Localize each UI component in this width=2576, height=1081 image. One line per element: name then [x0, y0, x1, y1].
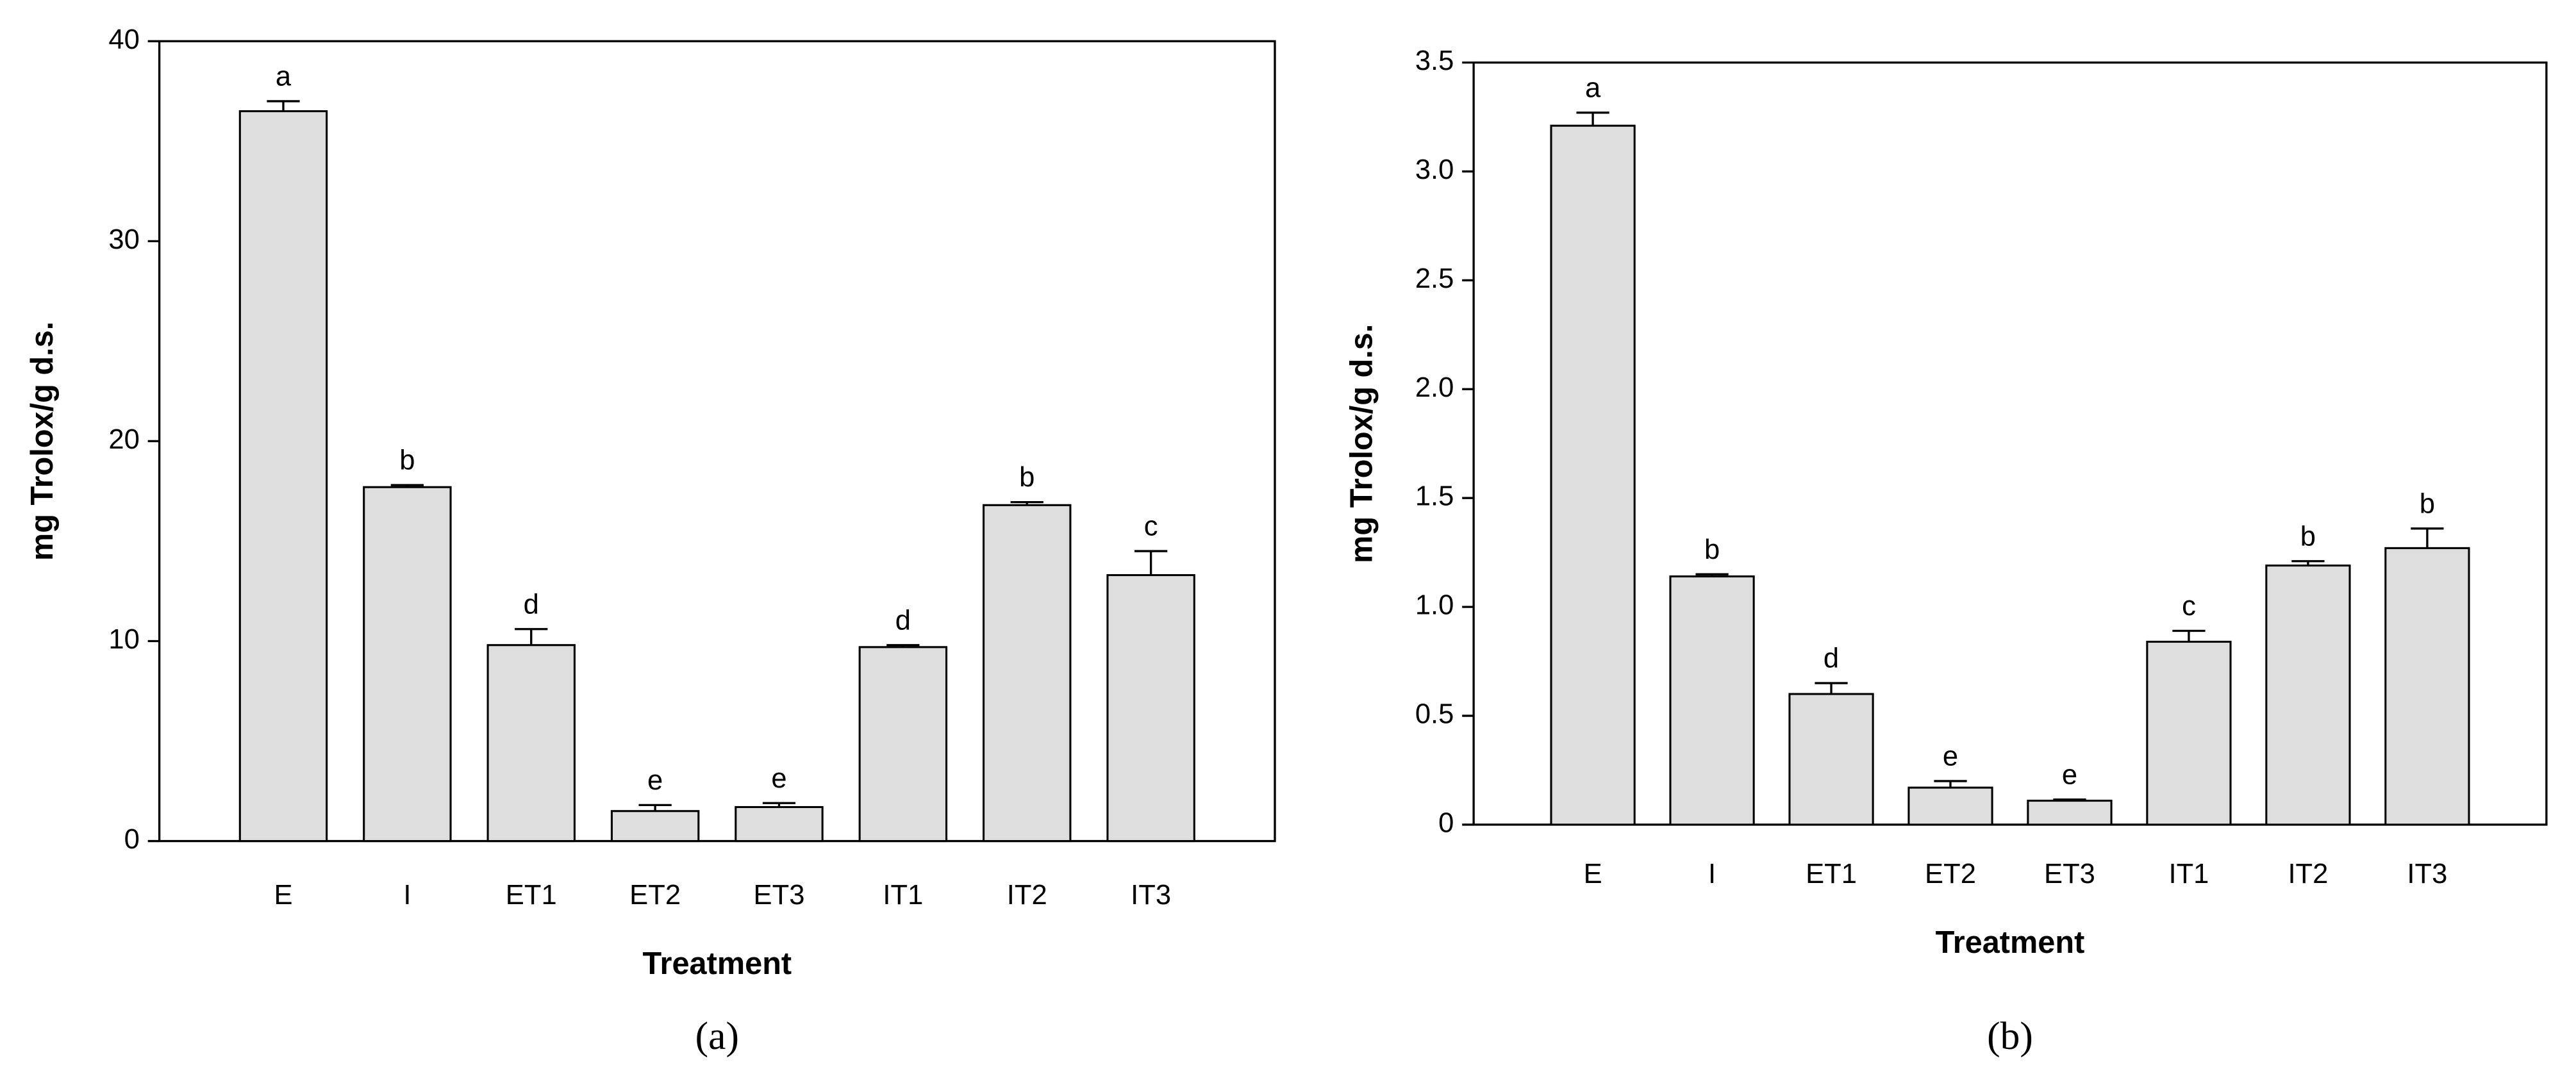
x-tick-label: ET2 — [629, 880, 681, 911]
x-tick-label: ET1 — [1806, 859, 1857, 889]
x-tick-label: I — [1708, 859, 1716, 889]
x-tick-label: E — [274, 880, 292, 911]
bar — [2146, 640, 2232, 826]
bar — [486, 644, 576, 843]
error-bar — [1934, 780, 1967, 788]
error-bar — [267, 100, 300, 111]
x-tick-label: IT2 — [2288, 859, 2328, 889]
bar — [858, 646, 948, 843]
y-tick-label: 20 — [108, 424, 139, 455]
error-bar — [2172, 629, 2206, 642]
significance-letter: e — [771, 763, 786, 794]
x-tick-label: IT3 — [2407, 859, 2447, 889]
significance-letter: e — [1943, 741, 1958, 772]
x-tick-label: IT1 — [2168, 859, 2209, 889]
bar — [735, 805, 824, 843]
x-tick-label: IT1 — [883, 880, 923, 911]
significance-letter: c — [1144, 511, 1158, 542]
y-tick-label: 0 — [1438, 807, 1454, 838]
x-tick-label: ET1 — [506, 880, 557, 911]
x-tick-label: IT3 — [1131, 880, 1171, 911]
y-tick-label: 30 — [108, 224, 139, 255]
y-tick-label: 10 — [108, 624, 139, 655]
bar — [1106, 574, 1195, 843]
x-tick-label: ET3 — [754, 880, 805, 911]
y-tick-label: 3.5 — [1415, 45, 1454, 76]
bar — [1669, 575, 1755, 826]
significance-letter: b — [1704, 534, 1720, 565]
error-bar — [1010, 500, 1043, 506]
bar — [2027, 800, 2113, 826]
significance-letter: e — [647, 765, 663, 796]
y-tick-label: 40 — [108, 24, 139, 55]
error-bar — [515, 628, 548, 645]
y-axis-title: mg Trolox/g d.s. — [1344, 324, 1379, 563]
y-tick-label: 2.5 — [1415, 263, 1454, 294]
error-bar — [1576, 111, 1609, 126]
significance-letter: b — [399, 445, 415, 476]
significance-letter: b — [1019, 462, 1035, 493]
significance-letter: b — [2300, 521, 2316, 552]
error-bar — [2053, 798, 2086, 801]
x-axis-title: Treatment — [642, 946, 792, 981]
significance-letter: d — [524, 589, 539, 620]
bar — [1550, 124, 1636, 826]
bar — [983, 504, 1072, 843]
x-tick-label: IT2 — [1007, 880, 1047, 911]
significance-letter: a — [276, 62, 292, 92]
bar — [238, 110, 328, 843]
error-bar — [2411, 527, 2444, 549]
error-bar — [762, 802, 796, 807]
significance-letter: d — [895, 605, 911, 636]
error-bar — [1695, 573, 1729, 577]
significance-letter: b — [2420, 488, 2435, 519]
bar — [363, 486, 452, 843]
error-bar — [886, 644, 920, 647]
error-bar — [390, 484, 424, 488]
bar — [610, 810, 700, 843]
bar — [2384, 547, 2470, 826]
significance-letter: e — [2062, 759, 2077, 790]
x-tick-label: E — [1584, 859, 1602, 889]
significance-letter: c — [2182, 591, 2196, 622]
significance-letter: d — [1824, 643, 1839, 674]
x-tick-label: I — [403, 880, 411, 911]
error-bar — [638, 804, 672, 811]
bar — [1907, 786, 1993, 826]
x-tick-label: ET2 — [1925, 859, 1976, 889]
y-tick-label: 1.5 — [1415, 481, 1454, 512]
y-axis-title: mg Trolox/g d.s. — [25, 322, 60, 561]
y-tick-label: 0 — [124, 824, 140, 855]
x-axis-title: Treatment — [1936, 925, 2085, 960]
x-tick-label: ET3 — [2044, 859, 2095, 889]
bar — [2265, 565, 2351, 826]
error-bar — [2291, 560, 2325, 566]
y-tick-label: 0.5 — [1415, 699, 1454, 730]
panel-label: (a) — [695, 1014, 739, 1058]
y-tick-label: 1.0 — [1415, 590, 1454, 621]
panel-label: (b) — [1987, 1014, 2033, 1058]
significance-letter: a — [1585, 72, 1601, 103]
y-tick-label: 2.0 — [1415, 372, 1454, 403]
error-bar — [1815, 682, 1848, 695]
error-bar — [1134, 550, 1168, 575]
plot-frame — [1472, 61, 2548, 826]
y-tick-label: 3.0 — [1415, 154, 1454, 185]
bar — [1788, 693, 1874, 826]
